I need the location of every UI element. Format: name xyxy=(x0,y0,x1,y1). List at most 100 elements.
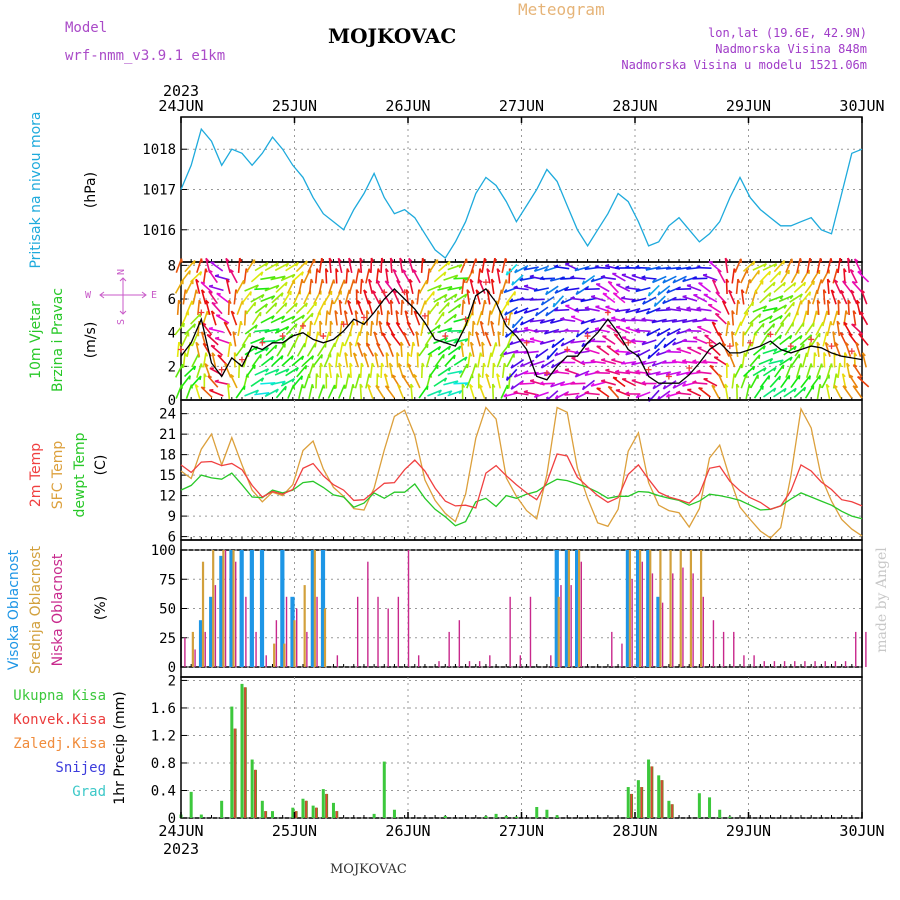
wind-arrow xyxy=(402,332,411,347)
wind-arrow-head xyxy=(819,383,823,389)
wind-arrow xyxy=(235,343,246,357)
wind-arrow-head xyxy=(412,341,416,347)
wind-arrow-head xyxy=(304,365,308,370)
wind-arrow xyxy=(852,310,857,326)
wind-arrow xyxy=(276,343,286,357)
wind-arrow-head xyxy=(482,362,487,368)
wind-arrow xyxy=(318,279,324,295)
convective-precip-core xyxy=(315,807,318,818)
gust-marker xyxy=(767,331,774,338)
wind-arrow xyxy=(662,275,677,284)
total-precip-bar xyxy=(382,761,386,818)
wind-arrow xyxy=(392,290,401,305)
mid-cloud-bar xyxy=(212,550,215,667)
convective-precip-core xyxy=(295,811,297,818)
wind-arrow-head xyxy=(311,355,315,360)
wind-arrow xyxy=(753,322,765,336)
wind-arrow xyxy=(385,321,395,336)
gust-marker xyxy=(726,343,733,350)
total-precip-bar xyxy=(718,809,722,818)
wind-arrow xyxy=(734,321,742,336)
total-precip-bar xyxy=(484,815,488,818)
total-precip-bar xyxy=(301,798,305,818)
wind-arrow xyxy=(319,320,322,337)
wind-arrow-head xyxy=(513,373,518,378)
wind-arrow-head xyxy=(399,257,404,262)
wind-arrow-head xyxy=(468,331,472,336)
wind-arrow-head xyxy=(519,362,524,368)
wind-arrow-head xyxy=(641,275,646,279)
wind-arrow xyxy=(861,352,867,368)
wind-arrow-head xyxy=(336,352,340,357)
wind-arrow-head xyxy=(523,266,528,271)
wind-arrow-head xyxy=(827,299,831,304)
gust-marker xyxy=(279,333,286,340)
wind-arrow-head xyxy=(260,377,265,382)
wind-arrow xyxy=(287,384,295,399)
wind-arrow-head xyxy=(691,318,697,323)
wind-arrow-head xyxy=(809,257,812,263)
wind-arrow-head xyxy=(675,266,680,270)
wind-arrow-head xyxy=(692,359,697,363)
wind-arrow xyxy=(453,293,468,303)
wind-arrow-column xyxy=(685,266,708,397)
wind-arrow-head xyxy=(275,388,279,394)
wind-arrow-head xyxy=(651,278,656,284)
wind-arrow-head xyxy=(554,352,559,357)
wind-arrow xyxy=(523,266,539,271)
low-cloud-bar xyxy=(489,655,491,667)
wind-arrow-head xyxy=(685,371,691,376)
low-cloud-bar xyxy=(794,661,796,667)
wind-arrow xyxy=(849,269,858,284)
wind-arrow-head xyxy=(839,362,843,368)
high-cloud-bar xyxy=(198,620,204,667)
wind-arrow-column xyxy=(418,257,435,399)
wind-arrow xyxy=(245,364,256,378)
total-precip-bar xyxy=(260,800,264,818)
wind-arrow xyxy=(354,331,361,347)
x-tick-label: 27JUN xyxy=(499,822,544,840)
wind-arrow-head xyxy=(549,319,554,324)
wind-arrow xyxy=(416,289,420,305)
wind-arrow-head xyxy=(535,353,539,359)
wind-arrow-head xyxy=(295,302,298,308)
wind-arrow-head xyxy=(366,342,371,347)
wind-arrow xyxy=(702,360,718,364)
wind-arrow xyxy=(434,353,445,368)
wind-arrow xyxy=(243,268,248,284)
wind-arrow-head xyxy=(504,333,508,338)
wind-arrow xyxy=(487,310,492,326)
wind-arrow-head xyxy=(662,299,666,304)
wind-arrow-column xyxy=(605,263,627,399)
wind-arrow-head xyxy=(635,327,640,332)
wind-arrow-head xyxy=(590,319,595,323)
wind-arrow xyxy=(602,292,616,304)
wind-arrow xyxy=(191,353,200,368)
wind-arrow-head xyxy=(529,297,534,301)
wind-arrow xyxy=(523,307,539,314)
wind-arrow-head xyxy=(855,341,860,346)
mid-cloud-bar xyxy=(628,550,632,667)
wind-arrow xyxy=(711,279,720,294)
wind-arrow xyxy=(275,302,288,315)
wind-arrow-head xyxy=(861,352,866,357)
wind-arrow-head xyxy=(595,305,600,308)
wind-arrow-head xyxy=(665,266,670,270)
wind-arrow-head xyxy=(575,333,579,338)
wind-arrow xyxy=(468,384,476,400)
wind-arrow xyxy=(780,374,791,389)
wind-arrow-head xyxy=(319,362,324,367)
wind-arrow-head xyxy=(504,311,508,316)
wind-arrow-head xyxy=(193,323,196,328)
wind-arrow-head xyxy=(696,265,701,269)
y-tick-label: 1.2 xyxy=(151,728,176,744)
wind-arrow xyxy=(708,344,721,357)
wind-arrow xyxy=(795,363,802,379)
total-precip-bar xyxy=(250,759,254,818)
wind-arrow xyxy=(833,384,842,399)
wind-arrow xyxy=(696,266,712,270)
wind-arrow xyxy=(369,320,373,337)
y-axis-label: (hPa) xyxy=(83,172,99,208)
wind-arrow-head xyxy=(464,356,468,361)
wind-arrow-column xyxy=(244,259,266,397)
